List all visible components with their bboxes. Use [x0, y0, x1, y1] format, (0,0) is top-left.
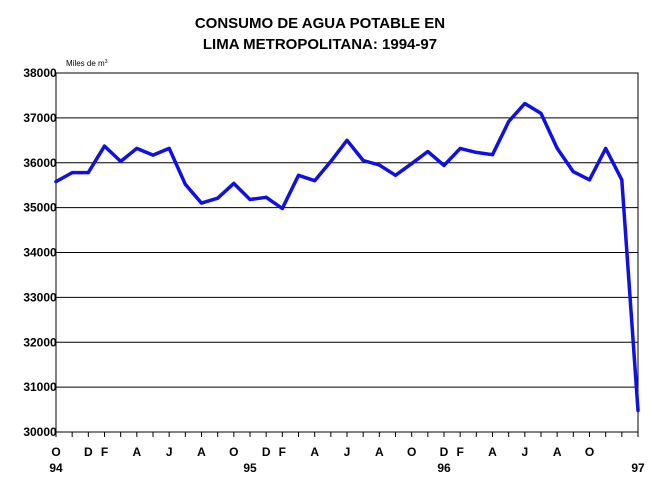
- data-point: [474, 150, 478, 154]
- data-point: [410, 162, 414, 166]
- x-tick-label: D: [84, 445, 93, 459]
- x-tick-label: D: [262, 445, 271, 459]
- data-point: [54, 180, 58, 184]
- data-point: [394, 173, 397, 177]
- x-tick-label: A: [375, 445, 384, 459]
- data-point: [232, 181, 236, 185]
- x-year-label: 97: [631, 461, 645, 475]
- data-point: [507, 119, 511, 123]
- data-point: [183, 182, 187, 186]
- x-tick-label: A: [488, 445, 497, 459]
- data-point: [200, 201, 203, 205]
- x-tick-label: A: [132, 445, 141, 459]
- x-axis-tick-labels: O D F A J A O D F A J A O D F A J A O94 95 96 97: [49, 432, 645, 475]
- y-tick-label: 35000: [23, 201, 57, 215]
- y-axis-tick-labels: 30000 31000 32000 33000 34000 35000 36000 37000…: [23, 66, 57, 439]
- x-tick-label: J: [521, 445, 528, 459]
- data-point: [523, 102, 527, 106]
- x-tick-label: F: [101, 445, 108, 459]
- data-point: [588, 178, 591, 182]
- x-tick-label: F: [279, 445, 286, 459]
- data-point: [151, 153, 155, 157]
- y-axis-unit-text: Miles de m: [66, 59, 105, 68]
- data-point: [103, 144, 106, 148]
- data-point: [280, 207, 284, 211]
- data-point: [86, 171, 90, 175]
- x-tick-label: J: [344, 445, 351, 459]
- data-point: [620, 178, 624, 182]
- x-year-label: 94: [49, 461, 63, 475]
- y-tick-label: 34000: [23, 246, 57, 260]
- data-point: [297, 173, 300, 177]
- data-point: [571, 170, 575, 174]
- data-point: [458, 146, 462, 150]
- x-tick-label: A: [197, 445, 206, 459]
- series-line: [54, 101, 640, 413]
- data-point: [329, 159, 333, 163]
- data-point: [491, 153, 494, 157]
- data-point: [313, 179, 317, 183]
- data-point: [248, 198, 252, 202]
- data-point: [119, 159, 123, 163]
- data-point: [555, 146, 559, 150]
- plot-area-border: [55, 72, 639, 433]
- data-point: [167, 146, 171, 150]
- data-point: [442, 163, 446, 167]
- data-point: [426, 150, 430, 154]
- y-tick-label: 38000: [23, 66, 57, 80]
- data-point: [361, 159, 365, 163]
- x-tick-label: O: [585, 445, 594, 459]
- y-tick-label: 33000: [23, 290, 57, 304]
- series-group: [54, 101, 640, 413]
- x-tick-label: J: [166, 445, 173, 459]
- data-point: [135, 146, 139, 150]
- y-axis-unit-superscript: 3: [105, 59, 108, 65]
- y-tick-label: 37000: [23, 111, 57, 125]
- x-year-label: 95: [243, 461, 257, 475]
- x-year-label: 96: [437, 461, 451, 475]
- x-tick-label: O: [407, 445, 416, 459]
- y-tick-label: 31000: [23, 380, 57, 394]
- x-tick-label: A: [553, 445, 562, 459]
- x-tick-label: F: [456, 445, 463, 459]
- gridlines: [56, 117, 638, 388]
- data-point: [636, 408, 640, 412]
- data-point: [345, 138, 349, 142]
- x-tick-label: A: [310, 445, 319, 459]
- data-point: [377, 163, 381, 167]
- data-point: [539, 111, 543, 115]
- chart-title-line-2: LIMA METROPOLITANA: 1994-97: [203, 36, 437, 53]
- chart-title-line-1: CONSUMO DE AGUA POTABLE EN: [195, 15, 445, 32]
- y-tick-label: 32000: [23, 335, 57, 349]
- x-tick-label: O: [51, 445, 60, 459]
- data-point: [70, 171, 74, 175]
- y-axis-unit-label: Miles de m3: [66, 59, 108, 68]
- data-point: [264, 195, 268, 199]
- y-tick-label: 36000: [23, 156, 57, 170]
- x-tick-label: D: [440, 445, 449, 459]
- data-point: [216, 196, 220, 200]
- data-point: [604, 146, 608, 150]
- x-tick-label: O: [229, 445, 238, 459]
- y-tick-label: 30000: [23, 425, 57, 439]
